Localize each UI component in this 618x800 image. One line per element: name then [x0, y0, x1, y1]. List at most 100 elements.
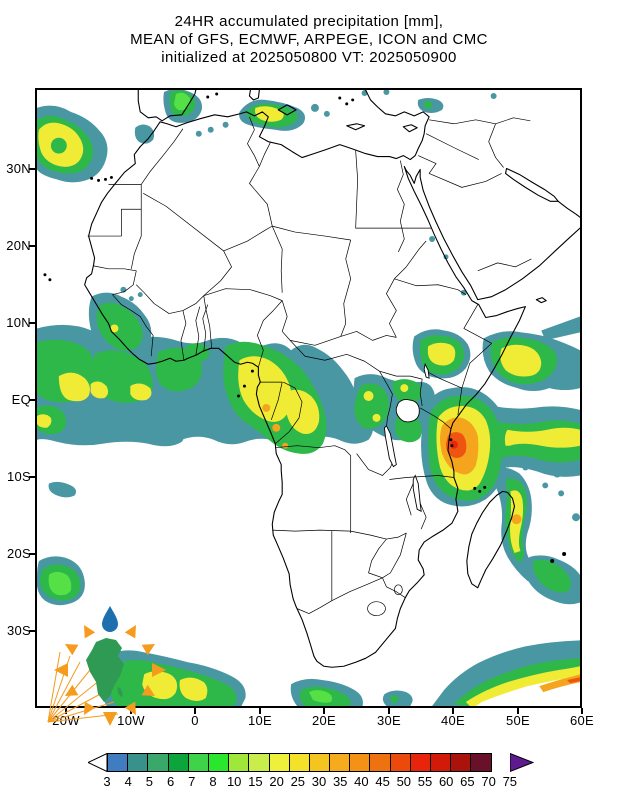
colorbar-value-60: 60: [438, 774, 454, 789]
socotra: [535, 297, 547, 304]
lat-label-10N: 10N: [6, 315, 31, 330]
colorbar-cell-10-15: [228, 753, 250, 772]
iberia-coast: [137, 90, 197, 122]
axis-tick: [388, 708, 390, 714]
colorbar-value-55: 55: [417, 774, 433, 789]
axis-tick: [29, 399, 35, 401]
title-line-1: 24HR accumulated precipitation [mm],: [174, 13, 444, 30]
axis-tick: [29, 630, 35, 632]
colorbar-cell-3-4: [107, 753, 129, 772]
lat-label-20N: 20N: [6, 238, 31, 253]
axis-tick: [259, 708, 261, 714]
colorbar-cell-5-6: [147, 753, 169, 772]
colorbar-value-75: 75: [502, 774, 518, 789]
axis-tick: [452, 708, 454, 714]
colorbar-value-20: 20: [269, 774, 284, 789]
colorbar-value-30: 30: [311, 774, 327, 789]
colorbar-value-70: 70: [481, 774, 496, 789]
colorbar-value-7: 7: [188, 774, 196, 789]
lon-label-40E: 40E: [440, 713, 466, 728]
zanzibar: [449, 438, 453, 442]
lon-label-50E: 50E: [505, 713, 531, 728]
cyprus: [402, 124, 418, 133]
axis-tick: [29, 553, 35, 555]
sardinia: [248, 90, 260, 101]
colorbar-cell-8-10: [207, 753, 230, 772]
colorbar-value-5: 5: [145, 774, 154, 789]
colorbar-value-45: 45: [375, 774, 390, 789]
acmad-logo: [36, 604, 188, 746]
lake-tanganyika: [383, 425, 397, 468]
crete: [346, 123, 366, 131]
colorbar-cell-55-60: [409, 753, 431, 772]
lon-label-20W: 20W: [52, 713, 80, 728]
lon-label-10E: 10E: [247, 713, 273, 728]
colorbar-cell-40-45: [349, 753, 371, 772]
lon-label-30E: 30E: [376, 713, 402, 728]
sicily: [277, 104, 297, 116]
gulf-of-guinea-islands: [237, 394, 241, 398]
aegean-islands: [338, 96, 342, 100]
colorbar-value-40: 40: [354, 774, 369, 789]
colorbar-value-10: 10: [226, 774, 242, 789]
lesotho-border: [367, 601, 386, 616]
colorbar-cell-45-50: [369, 753, 391, 772]
lake-turkana: [423, 362, 430, 379]
comoros: [473, 486, 477, 490]
africa-precipitation-map: [37, 90, 580, 706]
axis-tick: [517, 708, 519, 714]
canary-islands: [90, 176, 94, 180]
mainland-coast: [84, 90, 580, 668]
colorbar-value-3: 3: [103, 774, 111, 789]
colorbar-cell-6-7: [167, 753, 189, 772]
coastline-layer: [43, 90, 580, 668]
axis-tick: [29, 476, 35, 478]
map-frame: [35, 88, 582, 708]
lon-label-20E: 20E: [311, 713, 337, 728]
chart-title: 24HR accumulated precipitation [mm], MEA…: [0, 13, 618, 67]
colorbar-cell-7-8: [187, 753, 209, 772]
colorbar-cells: [107, 753, 492, 772]
colorbar-cell-65-70: [450, 753, 472, 772]
colorbar-value-35: 35: [332, 774, 348, 789]
swaziland-border: [394, 584, 403, 596]
lon-label-60E: 60E: [569, 713, 595, 728]
lat-label-30N: 30N: [6, 161, 31, 176]
iran-coast: [557, 200, 580, 218]
axis-tick: [65, 708, 67, 714]
lake-malawi: [412, 474, 422, 513]
axis-tick: [29, 322, 35, 324]
colorbar-cell-4-5: [127, 753, 149, 772]
axis-tick: [29, 245, 35, 247]
axis-tick: [581, 708, 583, 714]
lat-label-10S: 10S: [6, 469, 31, 484]
madagascar-coast: [466, 490, 516, 589]
colorbar-cell-70-75: [470, 753, 492, 772]
colorbar-value-6: 6: [166, 774, 175, 789]
mauritius-reunion: [562, 552, 567, 556]
lat-label-30S: 30S: [6, 623, 31, 638]
colorbar-cell-60-65: [430, 753, 452, 772]
colorbar-value-4: 4: [124, 774, 132, 789]
colorbar-cell-50-55: [389, 753, 411, 772]
colorbar-value-15: 15: [248, 774, 263, 789]
cape-verde-islands: [43, 273, 47, 277]
colorbar-value-65: 65: [460, 774, 475, 789]
title-line-3: initialized at 2025050800 VT: 2025050900: [161, 49, 457, 66]
colorbar-value-8: 8: [209, 774, 217, 789]
colorbar-cell-30-35: [308, 753, 331, 772]
colorbar-value-50: 50: [396, 774, 412, 789]
axis-tick: [29, 168, 35, 170]
colorbar-cell-25-30: [288, 753, 310, 772]
logo-fan-icon: [47, 651, 119, 723]
lat-label-20S: 20S: [6, 546, 31, 561]
colorbar: 3 4 5 6 7 8 10 15 20 25 30 35 40 45 50 55 60 65 70 75: [88, 752, 534, 794]
colorbar-value-25: 25: [290, 774, 306, 789]
colorbar-under-arrow: [88, 753, 108, 772]
colorbar-over-arrow: [510, 753, 534, 772]
axis-tick: [194, 708, 196, 714]
colorbar-cell-20-25: [268, 753, 290, 772]
logo-africa-icon: [86, 638, 124, 702]
colorbar-cell-35-40: [329, 753, 351, 772]
